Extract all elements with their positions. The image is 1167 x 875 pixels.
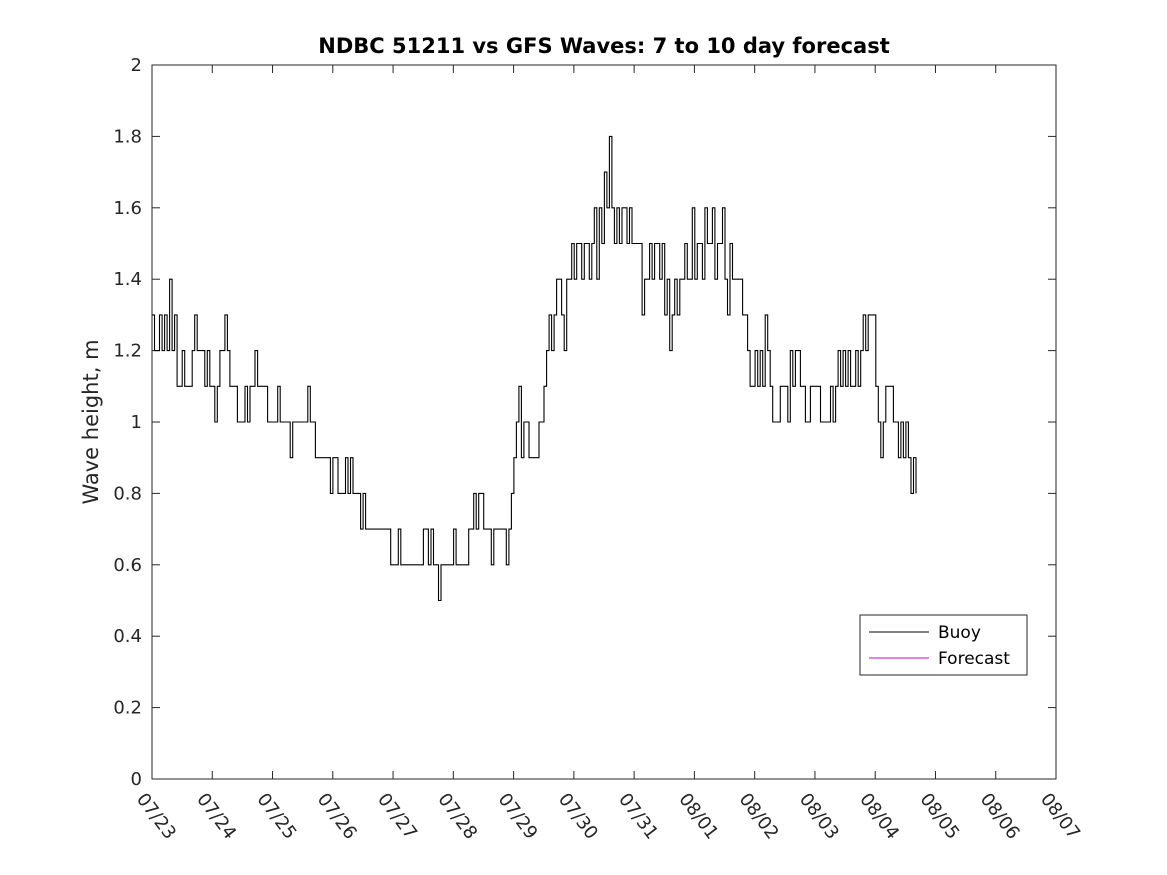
x-tick-label: 07/26 (313, 789, 361, 843)
y-tick-label: 2 (131, 55, 142, 76)
x-tick-label: 08/06 (976, 789, 1024, 843)
x-tick-label: 07/27 (373, 789, 421, 843)
x-tick-label: 07/25 (253, 789, 301, 843)
chart-title: NDBC 51211 vs GFS Waves: 7 to 10 day for… (318, 34, 889, 58)
x-tick-label: 08/05 (915, 789, 963, 843)
y-tick-label: 0.2 (113, 698, 142, 719)
y-tick-label: 0 (131, 769, 142, 790)
y-tick-label: 0.4 (113, 626, 142, 647)
y-tick-label: 0.8 (113, 483, 142, 504)
x-tick-label: 07/31 (614, 789, 662, 843)
x-tick-label: 07/23 (132, 789, 180, 843)
y-tick-label: 1.8 (113, 126, 142, 147)
y-tick-label: 0.6 (113, 555, 142, 576)
legend: Buoy Forecast (859, 614, 1028, 676)
legend-label-buoy: Buoy (938, 623, 981, 643)
y-tick-label: 1.4 (113, 269, 142, 290)
y-tick-label: 1.2 (113, 341, 142, 362)
y-tick-label: 1.6 (113, 198, 142, 219)
x-tick-label: 07/24 (192, 789, 240, 843)
y-axis: 0 0.2 0.4 0.6 0.8 1 1.2 1.4 1.6 1.8 2 (113, 55, 1056, 790)
x-tick-label: 08/03 (795, 789, 843, 843)
x-tick-label: 07/29 (494, 789, 542, 843)
x-tick-label: 08/02 (735, 789, 783, 843)
y-axis-label: Wave height, m (79, 339, 103, 504)
series-layer (152, 135, 917, 602)
legend-label-forecast: Forecast (938, 649, 1010, 669)
legend-box (859, 614, 1028, 676)
x-tick-label: 08/04 (855, 789, 903, 843)
x-tick-label: 08/07 (1036, 789, 1084, 843)
y-tick-label: 1 (131, 412, 142, 433)
x-tick-label: 08/01 (674, 789, 722, 843)
series-line-buoy (152, 135, 917, 602)
x-tick-label: 07/30 (554, 789, 602, 843)
x-tick-label: 07/28 (433, 789, 481, 843)
